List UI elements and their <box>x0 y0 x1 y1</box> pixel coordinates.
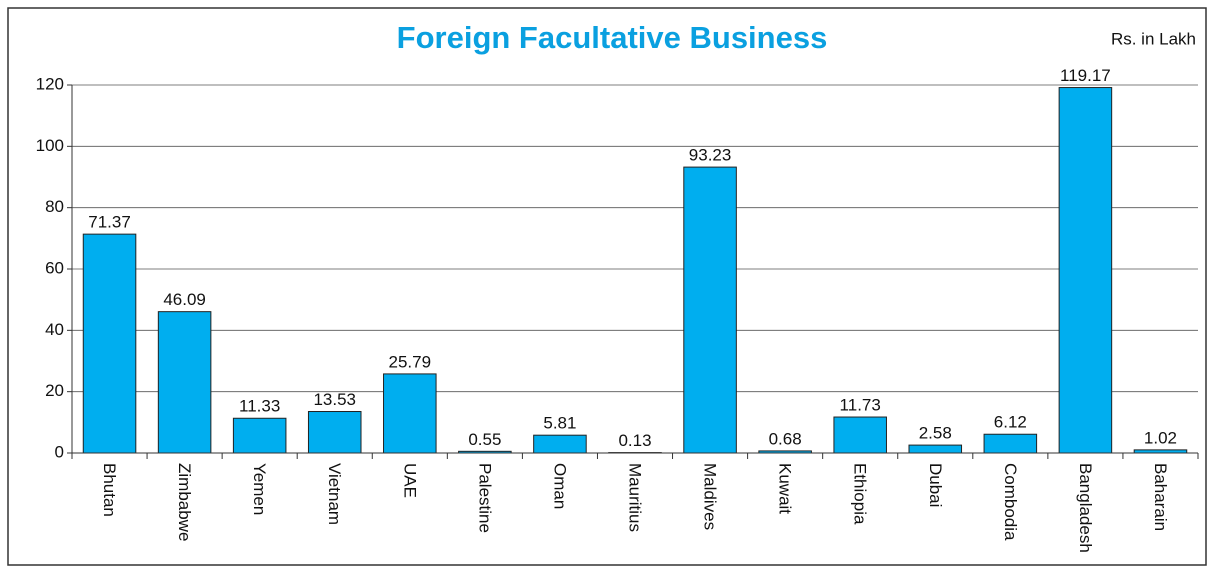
bar <box>232 417 287 454</box>
x-tick-label: Yemen <box>250 463 269 515</box>
y-tick-label: 40 <box>45 320 64 339</box>
value-label: 93.23 <box>689 146 732 165</box>
value-label: 25.79 <box>389 352 432 371</box>
x-tick-label: Mauritius <box>626 463 645 532</box>
y-tick-label: 120 <box>36 74 64 93</box>
value-label: 11.73 <box>840 396 881 415</box>
bar <box>683 166 737 454</box>
bar <box>1058 87 1113 454</box>
x-tick-label: Combodia <box>1001 463 1020 541</box>
value-label: 6.12 <box>994 413 1027 432</box>
x-tick-label: Palestine <box>475 463 494 533</box>
value-label: 119.17 <box>1060 66 1111 85</box>
value-label: 0.68 <box>769 429 802 448</box>
bar <box>908 444 963 454</box>
x-tick-label: UAE <box>400 463 419 498</box>
bar <box>383 373 437 454</box>
value-label: 11.33 <box>239 397 280 416</box>
y-tick-label: 100 <box>36 136 64 155</box>
value-label: 0.55 <box>468 430 501 449</box>
value-label: 5.81 <box>543 414 576 433</box>
unit-label: Rs. in Lakh <box>1111 29 1196 48</box>
x-tick-label: Kuwait <box>776 463 795 514</box>
value-label: 13.53 <box>313 390 356 409</box>
bar <box>533 434 587 454</box>
bar <box>307 411 362 454</box>
x-tick-label: Baharain <box>1151 463 1170 531</box>
bar <box>833 416 887 454</box>
bar <box>983 433 1038 454</box>
x-tick-label: Maldives <box>701 463 720 530</box>
y-tick-label: 20 <box>45 381 64 400</box>
x-tick-label: Ethiopia <box>851 463 870 525</box>
value-label: 2.58 <box>919 424 952 443</box>
y-tick-label: 60 <box>45 258 64 277</box>
value-label: 71.37 <box>88 213 131 232</box>
x-tick-label: Vietnam <box>325 463 344 525</box>
y-tick-label: 0 <box>55 442 64 461</box>
bar <box>157 311 212 454</box>
bar <box>82 233 137 454</box>
value-label: 46.09 <box>163 290 206 309</box>
x-tick-label: Bangladesh <box>1076 463 1095 553</box>
y-tick-label: 80 <box>45 197 64 216</box>
value-label: 1.02 <box>1144 428 1177 447</box>
x-tick-label: Dubai <box>926 463 945 507</box>
value-label: 0.13 <box>618 431 651 450</box>
x-tick-label: Oman <box>550 463 569 509</box>
frame <box>7 7 1207 566</box>
x-tick-label: Bhutan <box>100 463 119 517</box>
chart-title: Foreign Facultative Business <box>397 20 828 55</box>
x-tick-label: Zimbabwe <box>175 463 194 541</box>
